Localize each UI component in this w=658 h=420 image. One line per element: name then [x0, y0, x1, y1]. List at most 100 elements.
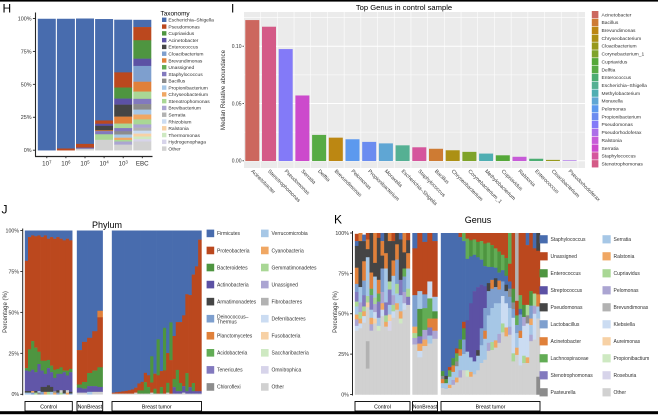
- svg-text:Enterococcus: Enterococcus: [551, 271, 582, 277]
- svg-text:Verrucomicrobia: Verrucomicrobia: [272, 231, 308, 237]
- svg-text:Stenotrophomonas: Stenotrophomonas: [168, 99, 210, 105]
- svg-text:Armatimonadetes: Armatimonadetes: [217, 299, 257, 305]
- svg-text:Genus: Genus: [465, 215, 492, 225]
- svg-text:0%: 0%: [341, 392, 349, 398]
- svg-text:Planctomycetes: Planctomycetes: [217, 334, 253, 340]
- svg-text:Bacteroidetes: Bacteroidetes: [217, 265, 248, 271]
- svg-text:Bacillus: Bacillus: [602, 20, 619, 26]
- svg-text:105: 105: [80, 160, 90, 168]
- svg-text:EBC: EBC: [136, 161, 149, 168]
- svg-text:Enterococcus: Enterococcus: [602, 75, 632, 81]
- svg-text:J: J: [2, 203, 8, 217]
- svg-text:Control: Control: [374, 404, 391, 410]
- svg-text:50%: 50%: [8, 310, 19, 316]
- svg-text:Omnitrophica: Omnitrophica: [272, 368, 302, 374]
- svg-text:Cloacibacterium: Cloacibacterium: [168, 52, 203, 58]
- svg-text:75%: 75%: [8, 269, 19, 275]
- svg-text:Propionibacterium: Propionibacterium: [602, 114, 641, 120]
- svg-text:Top Genus in control sample: Top Genus in control sample: [356, 3, 452, 12]
- svg-text:Brevundimonas: Brevundimonas: [614, 305, 649, 311]
- svg-text:Brevundimonas: Brevundimonas: [602, 28, 637, 34]
- svg-text:Pseudomonas: Pseudomonas: [551, 305, 583, 311]
- svg-text:Brevibacterium: Brevibacterium: [168, 106, 201, 112]
- svg-text:Fusobacteria: Fusobacteria: [272, 334, 301, 340]
- svg-text:Roseburia: Roseburia: [614, 373, 637, 379]
- svg-text:Percentage (%): Percentage (%): [333, 291, 339, 333]
- svg-text:Pseudomonas: Pseudomonas: [602, 122, 634, 128]
- svg-text:NonBreast: NonBreast: [78, 404, 103, 410]
- svg-text:Firmicutes: Firmicutes: [217, 231, 241, 237]
- svg-text:Breast tumor: Breast tumor: [142, 404, 172, 410]
- svg-text:Streptococcus: Streptococcus: [551, 288, 583, 294]
- svg-text:Hydrogenophaga: Hydrogenophaga: [168, 140, 206, 146]
- svg-text:Chryseobacterium: Chryseobacterium: [602, 36, 642, 42]
- svg-text:Unassigned: Unassigned: [551, 254, 578, 260]
- svg-text:Breast tumor: Breast tumor: [476, 404, 506, 410]
- svg-text:Enterococcus: Enterococcus: [168, 45, 198, 51]
- svg-text:25%: 25%: [21, 115, 32, 121]
- svg-text:Aureimonas: Aureimonas: [614, 339, 641, 345]
- svg-text:75%: 75%: [338, 271, 349, 277]
- svg-text:Ralstonia: Ralstonia: [168, 126, 189, 132]
- svg-text:Lachnospiraceae: Lachnospiraceae: [551, 356, 589, 362]
- svg-text:Acinetobacter: Acinetobacter: [602, 12, 632, 18]
- svg-text:Taxonomy: Taxonomy: [161, 11, 191, 18]
- svg-text:Cupriavidus: Cupriavidus: [602, 59, 628, 65]
- svg-text:50%: 50%: [21, 82, 32, 88]
- svg-text:Cloacibacterium: Cloacibacterium: [602, 44, 637, 50]
- svg-text:Gemmatimonadetes: Gemmatimonadetes: [272, 265, 318, 271]
- svg-text:Pasteurella: Pasteurella: [551, 390, 576, 396]
- svg-text:0.00: 0.00: [232, 159, 242, 165]
- svg-text:Stenotrophomonas: Stenotrophomonas: [551, 373, 594, 379]
- svg-text:NonBreast: NonBreast: [413, 404, 438, 410]
- svg-text:Tenericutes: Tenericutes: [217, 368, 243, 374]
- svg-text:H: H: [3, 2, 12, 16]
- svg-text:Pelomonas: Pelomonas: [614, 288, 640, 294]
- svg-text:Thermus: Thermus: [217, 319, 237, 325]
- svg-text:106: 106: [61, 160, 71, 168]
- svg-text:103: 103: [119, 160, 129, 168]
- svg-text:Staphylococcus: Staphylococcus: [168, 72, 203, 78]
- svg-text:Other: Other: [614, 390, 627, 396]
- svg-text:107: 107: [42, 160, 52, 168]
- svg-text:Staphylococcus: Staphylococcus: [602, 154, 637, 160]
- svg-text:100%: 100%: [335, 231, 349, 237]
- svg-text:Actinobacteria: Actinobacteria: [217, 282, 249, 288]
- svg-text:Lactobacillus: Lactobacillus: [551, 322, 580, 328]
- svg-text:100%: 100%: [18, 16, 32, 22]
- svg-text:Ralstonia: Ralstonia: [602, 138, 623, 144]
- svg-text:Proteobacteria: Proteobacteria: [217, 248, 250, 254]
- svg-text:Escherichia–Shigella: Escherichia–Shigella: [602, 83, 648, 89]
- svg-text:Deinococcus–: Deinococcus–: [217, 315, 249, 321]
- svg-text:0%: 0%: [11, 392, 19, 398]
- svg-text:Serratia: Serratia: [168, 113, 185, 119]
- svg-text:Corynebacterium_1: Corynebacterium_1: [602, 52, 645, 58]
- svg-text:25%: 25%: [8, 351, 19, 357]
- svg-text:0%: 0%: [24, 148, 32, 154]
- svg-text:Bacillus: Bacillus: [168, 79, 185, 85]
- svg-text:Chloroflexi: Chloroflexi: [217, 385, 241, 391]
- svg-text:Median Relative aboundance: Median Relative aboundance: [220, 49, 227, 130]
- svg-text:Other: Other: [272, 385, 285, 391]
- svg-text:Cupriavidus: Cupriavidus: [614, 271, 641, 277]
- svg-text:Cyanobacteria: Cyanobacteria: [272, 248, 304, 254]
- svg-text:104: 104: [99, 160, 109, 168]
- svg-text:K: K: [334, 213, 342, 227]
- svg-text:Escherichia–Shigella: Escherichia–Shigella: [168, 18, 214, 24]
- svg-text:Brevundimonas: Brevundimonas: [168, 58, 203, 64]
- svg-text:100%: 100%: [6, 228, 20, 234]
- svg-text:Serratia: Serratia: [614, 237, 632, 243]
- svg-text:Deferribacteres: Deferribacteres: [272, 317, 307, 323]
- svg-text:Propionibactium: Propionibactium: [614, 356, 650, 362]
- svg-text:Unassigned: Unassigned: [168, 65, 194, 71]
- svg-text:Unassigned: Unassigned: [272, 282, 299, 288]
- svg-text:Chryseobacterium: Chryseobacterium: [168, 92, 208, 98]
- svg-text:75%: 75%: [21, 49, 32, 55]
- svg-text:Staphylococcus: Staphylococcus: [551, 237, 587, 243]
- svg-text:Rhizobium: Rhizobium: [168, 119, 191, 125]
- svg-text:Acinetobacter: Acinetobacter: [551, 339, 582, 345]
- svg-text:Serratia: Serratia: [602, 146, 619, 152]
- svg-text:25%: 25%: [338, 352, 349, 358]
- svg-text:50%: 50%: [338, 312, 349, 318]
- svg-text:I: I: [231, 2, 234, 16]
